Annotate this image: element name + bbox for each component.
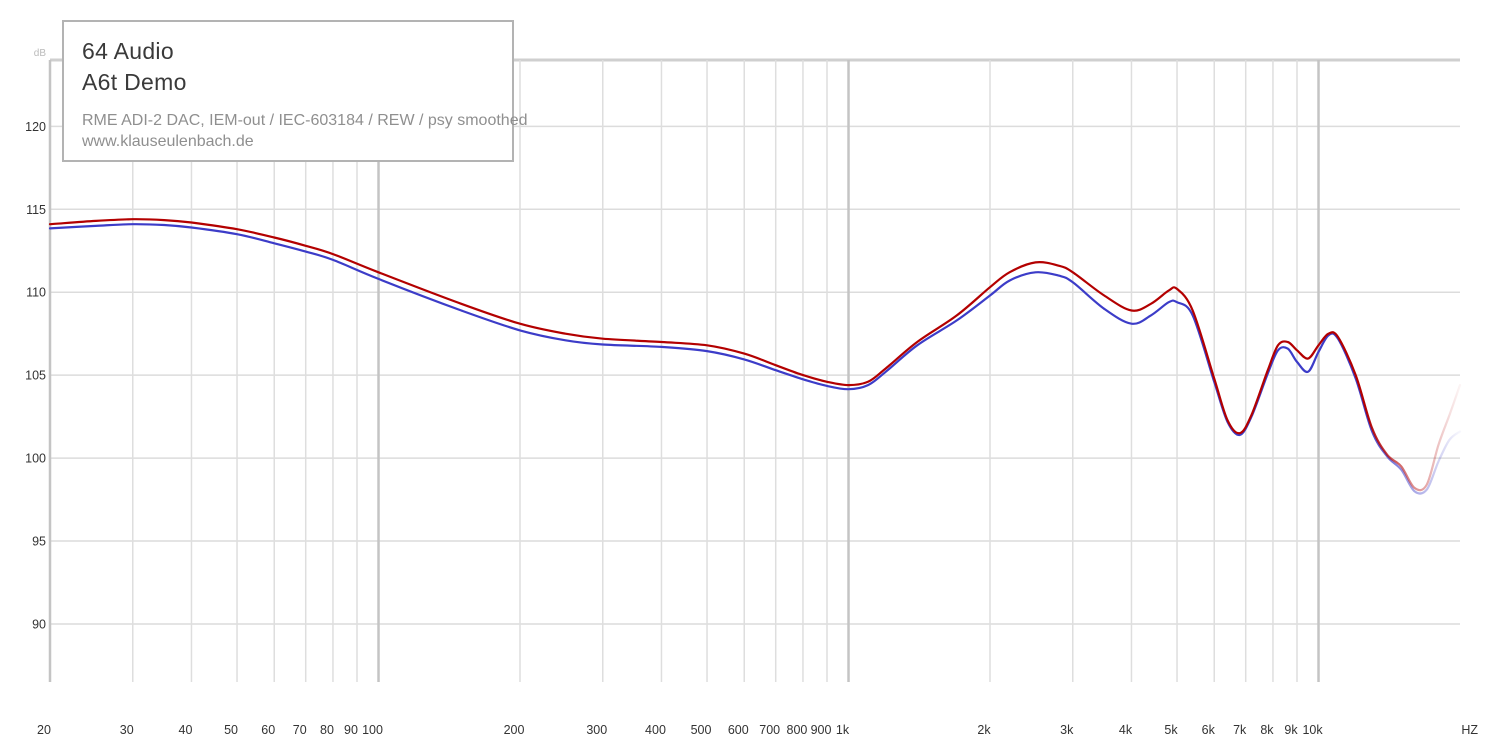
x-tick-label: 40 [179, 723, 193, 737]
x-tick-label: 4k [1119, 723, 1133, 737]
x-tick-label: 900 [811, 723, 832, 737]
y-tick-label: 95 [32, 535, 46, 549]
y-tick-label: 120 [25, 120, 46, 134]
grid [48, 58, 1460, 682]
x-tick-label: 70 [293, 723, 307, 737]
series-layer [48, 218, 1462, 495]
x-tick-label: 7k [1233, 723, 1247, 737]
x-tick-label: 9k [1284, 723, 1298, 737]
x-axis-unit-label: HZ [1461, 723, 1478, 737]
x-tick-label: 2k [977, 723, 991, 737]
tick-labels: 90 95 100 105 110 115 120 20 30 40 50 60 70 80 90 100 20… [25, 48, 1478, 737]
x-tick-label: 300 [586, 723, 607, 737]
x-tick-label: 20 [37, 723, 51, 737]
x-tick-label: 1k [836, 723, 850, 737]
y-tick-label: 90 [32, 617, 46, 631]
y-tick-label: 105 [25, 369, 46, 383]
x-tick-label: 50 [224, 723, 238, 737]
measurement-note: RME ADI-2 DAC, IEM-out / IEC-603184 / RE… [82, 112, 528, 129]
x-tick-label: 90 [344, 723, 358, 737]
x-tick-label: 5k [1164, 723, 1178, 737]
x-tick-label: 200 [504, 723, 525, 737]
x-tick-label: 100 [362, 723, 383, 737]
x-tick-label: 3k [1060, 723, 1074, 737]
chart-subtitle: A6t Demo [82, 69, 187, 95]
x-tick-label: 500 [691, 723, 712, 737]
series-line-red [48, 218, 1462, 492]
x-tick-label: 10k [1302, 723, 1323, 737]
series-line-blue [48, 223, 1462, 495]
x-tick-label: 700 [759, 723, 780, 737]
x-tick-label: 6k [1202, 723, 1216, 737]
y-tick-label: 115 [26, 203, 46, 217]
x-tick-label: 8k [1260, 723, 1274, 737]
x-tick-label: 800 [787, 723, 808, 737]
chart-title: 64 Audio [82, 38, 174, 64]
y-axis-unit-label: dB [34, 48, 47, 59]
x-tick-label: 600 [728, 723, 749, 737]
website-note: www.klauseulenbach.de [82, 133, 254, 150]
x-tick-label: 30 [120, 723, 134, 737]
x-tick-label: 60 [261, 723, 275, 737]
x-tick-label: 80 [320, 723, 334, 737]
y-tick-label: 100 [25, 452, 46, 466]
x-tick-label: 400 [645, 723, 666, 737]
y-tick-label: 110 [26, 286, 46, 300]
chart-legend-box: 64 Audio A6t Demo RME ADI-2 DAC, IEM-out… [62, 20, 527, 162]
